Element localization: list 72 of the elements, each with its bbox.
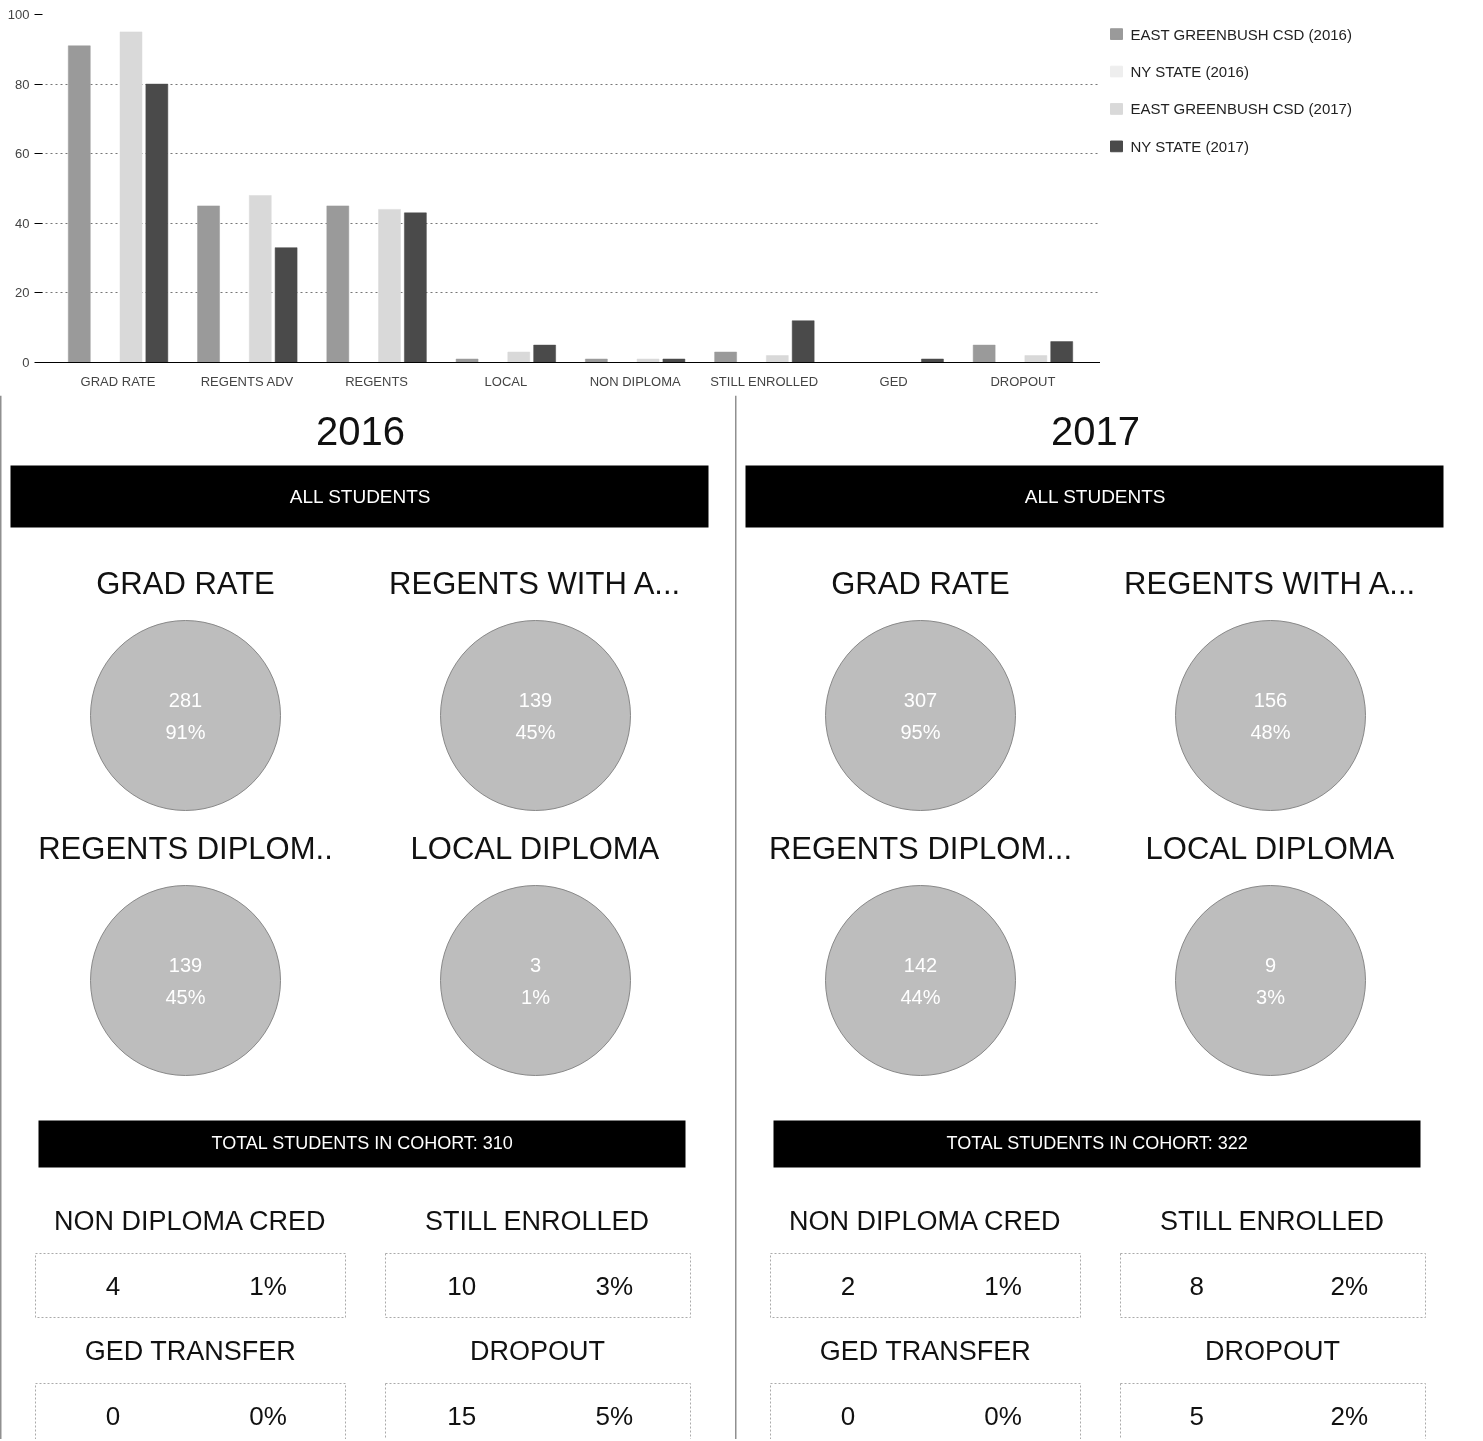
text: 1%	[984, 1270, 1022, 1301]
text: 1%	[521, 985, 551, 1008]
text: 3	[529, 953, 542, 976]
text: 95%	[900, 720, 941, 743]
x-tick-label: REGENTS ADV	[200, 373, 294, 389]
legend-label: EAST GREENBUSH CSD (2017)	[1130, 100, 1352, 118]
text: 156	[1253, 688, 1288, 711]
text: 139	[518, 688, 553, 711]
x-tick-label: REGENTS	[345, 373, 409, 389]
text: 3%	[1256, 985, 1286, 1008]
text: GED TRANSFER	[819, 1335, 1031, 1366]
y-tick-label: 100	[7, 7, 30, 22]
text: STILL ENROLLED	[1159, 1205, 1385, 1236]
y-tick-label: 0	[22, 355, 30, 370]
text: REGENTS WITH A...	[1124, 566, 1416, 601]
x-tick-label: DROPOUT	[990, 373, 1056, 389]
text: 10	[447, 1270, 477, 1301]
text: 2016	[316, 408, 405, 453]
text: REGENTS DIPLOM...	[768, 831, 1073, 866]
text: TOTAL STUDENTS IN COHORT: 322	[946, 1132, 1248, 1153]
text: 142	[903, 953, 938, 976]
x-tick-label: STILL ENROLLED	[710, 373, 819, 389]
legend-label: NY STATE (2017)	[1130, 137, 1249, 155]
legend-label: EAST GREENBUSH CSD (2016)	[1130, 25, 1352, 43]
text: DROPOUT	[470, 1335, 605, 1366]
text: 1%	[249, 1270, 287, 1301]
text: ALL STUDENTS	[1024, 486, 1166, 507]
x-tick-label: GED	[879, 373, 908, 389]
x-tick-label: GRAD RATE	[80, 373, 156, 389]
text: REGENTS DIPLOM..	[38, 831, 333, 866]
text: DROPOUT	[1205, 1335, 1340, 1366]
text: 281	[168, 688, 203, 711]
text: 2	[840, 1270, 856, 1301]
text: 139	[168, 953, 203, 976]
text: 2%	[1330, 1270, 1369, 1301]
legend-label: NY STATE (2016)	[1130, 63, 1249, 81]
text: 0%	[249, 1400, 287, 1431]
text: 91%	[165, 720, 206, 743]
text: 0	[105, 1400, 121, 1431]
y-tick-label: 20	[15, 285, 30, 301]
text: 15	[447, 1400, 477, 1431]
y-tick-label: 40	[15, 215, 30, 231]
text: 8	[1189, 1270, 1204, 1301]
text: 45%	[165, 985, 206, 1008]
text: GED TRANSFER	[84, 1335, 296, 1366]
text: STILL ENROLLED	[424, 1205, 650, 1236]
text: LOCAL DIPLOMA	[1145, 831, 1395, 866]
text: 9	[1264, 953, 1277, 976]
text: 0%	[984, 1400, 1022, 1431]
text: GRAD RATE	[96, 566, 275, 601]
text: 4	[105, 1270, 121, 1301]
text: 48%	[1250, 720, 1291, 743]
x-tick-label: NON DIPLOMA	[589, 373, 681, 389]
text: 3%	[595, 1270, 634, 1301]
text: 0	[840, 1400, 856, 1431]
text: 2017	[1051, 408, 1140, 453]
text: GRAD RATE	[831, 566, 1010, 601]
x-tick-label: LOCAL	[484, 373, 528, 389]
text: NON DIPLOMA CRED	[788, 1205, 1061, 1236]
text: 44%	[900, 985, 941, 1008]
text: 2%	[1330, 1400, 1369, 1431]
text: NON DIPLOMA CRED	[53, 1205, 326, 1236]
text: 5	[1189, 1400, 1204, 1431]
text: ALL STUDENTS	[289, 486, 431, 507]
text: 307	[903, 688, 938, 711]
text: TOTAL STUDENTS IN COHORT: 310	[211, 1132, 513, 1153]
text: REGENTS WITH A...	[389, 566, 681, 601]
y-tick-label: 60	[15, 146, 30, 162]
y-tick-label: 80	[15, 76, 30, 92]
text: LOCAL DIPLOMA	[410, 831, 660, 866]
text: 5%	[595, 1400, 634, 1431]
text: 45%	[515, 720, 556, 743]
